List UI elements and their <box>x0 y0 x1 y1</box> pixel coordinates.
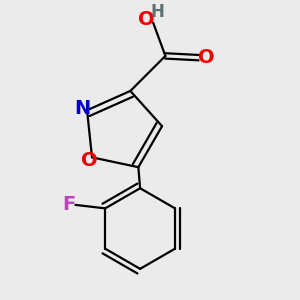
Text: O: O <box>138 10 154 29</box>
Text: F: F <box>62 195 75 214</box>
Text: O: O <box>81 152 98 170</box>
Text: H: H <box>150 3 164 21</box>
Text: O: O <box>198 48 215 67</box>
Text: N: N <box>75 99 91 118</box>
